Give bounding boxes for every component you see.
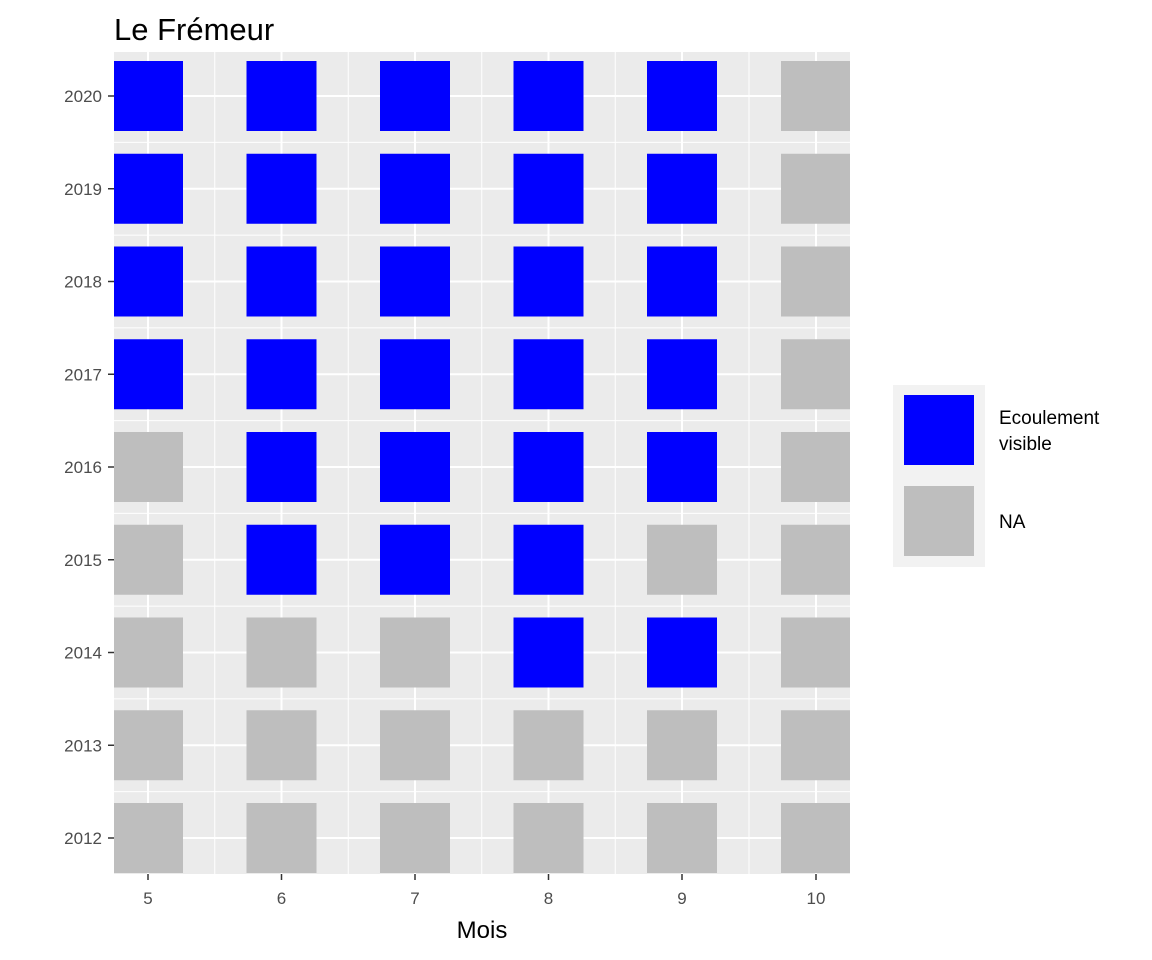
heatmap-tile xyxy=(647,246,717,317)
heatmap-tile xyxy=(246,153,317,224)
x-axis-title: Mois xyxy=(457,917,508,944)
heatmap-tile xyxy=(246,246,317,317)
heatmap-tile xyxy=(647,339,717,410)
heatmap-tile xyxy=(647,432,717,502)
heatmap-tile xyxy=(114,432,183,502)
heatmap-tile xyxy=(647,153,717,224)
heatmap-tile xyxy=(246,617,317,688)
heatmap-tile xyxy=(246,710,317,781)
x-tick-label: 10 xyxy=(807,889,826,908)
heatmap-tile xyxy=(114,153,183,224)
heatmap-tile xyxy=(380,61,450,131)
x-tick-label: 5 xyxy=(143,889,152,908)
heatmap-tile xyxy=(513,803,584,873)
y-tick-label: 2013 xyxy=(64,736,102,755)
heatmap-tile xyxy=(781,246,850,317)
heatmap-tile xyxy=(246,524,317,595)
legend: Ecoulement visible NA xyxy=(893,385,1100,567)
heatmap-tile xyxy=(246,432,317,502)
y-tick-label: 2019 xyxy=(64,180,102,199)
y-tick-label: 2020 xyxy=(64,87,102,106)
heatmap-tile xyxy=(380,803,450,873)
legend-swatch xyxy=(904,486,974,556)
heatmap-tile xyxy=(114,803,183,873)
heatmap-tile xyxy=(246,61,317,131)
heatmap-tile xyxy=(781,153,850,224)
heatmap-tile xyxy=(647,803,717,873)
y-tick-label: 2012 xyxy=(64,829,102,848)
heatmap-tile xyxy=(513,432,584,502)
heatmap-tile xyxy=(513,246,584,317)
heatmap-tile xyxy=(781,61,850,131)
legend-swatch xyxy=(904,395,974,465)
heatmap-tile xyxy=(781,339,850,410)
heatmap-tile xyxy=(781,617,850,688)
heatmap-tile xyxy=(114,710,183,781)
heatmap-tile xyxy=(380,617,450,688)
x-tick-label: 8 xyxy=(544,889,553,908)
heatmap-tile xyxy=(513,339,584,410)
heatmap-tile xyxy=(513,153,584,224)
y-tick-label: 2014 xyxy=(64,644,102,663)
x-tick-label: 7 xyxy=(410,889,419,908)
y-tick-label: 2017 xyxy=(64,365,102,384)
heatmap-tile xyxy=(513,710,584,781)
y-tick-label: 2018 xyxy=(64,273,102,292)
heatmap-tile xyxy=(380,153,450,224)
y-tick-label: 2015 xyxy=(64,551,102,570)
heatmap-tile xyxy=(647,61,717,131)
heatmap-tile xyxy=(781,803,850,873)
x-tick-label: 6 xyxy=(277,889,286,908)
heatmap-tile xyxy=(647,524,717,595)
legend-label: Ecoulement visible xyxy=(999,408,1100,455)
heatmap-tile xyxy=(513,617,584,688)
heatmap-tile xyxy=(380,710,450,781)
heatmap-tile xyxy=(781,432,850,502)
chart-title: Le Frémeur xyxy=(114,12,274,47)
heatmap-tile xyxy=(114,524,183,595)
heatmap-tile xyxy=(380,432,450,502)
heatmap-tile xyxy=(114,339,183,410)
heatmap-tile xyxy=(114,246,183,317)
heatmap-tile xyxy=(380,246,450,317)
heatmap-tile xyxy=(513,61,584,131)
legend-label: NA xyxy=(999,512,1026,533)
heatmap-tile xyxy=(246,339,317,410)
heatmap-tile xyxy=(246,803,317,873)
y-tick-label: 2016 xyxy=(64,458,102,477)
heatmap-tile xyxy=(647,710,717,781)
heatmap-tile xyxy=(114,617,183,688)
heatmap-tile xyxy=(513,524,584,595)
x-tick-label: 9 xyxy=(677,889,686,908)
heatmap-tile xyxy=(781,524,850,595)
heatmap-tile xyxy=(380,524,450,595)
heatmap-tile xyxy=(114,61,183,131)
heatmap-tile xyxy=(781,710,850,781)
heatmap-tile xyxy=(647,617,717,688)
heatmap-tile xyxy=(380,339,450,410)
